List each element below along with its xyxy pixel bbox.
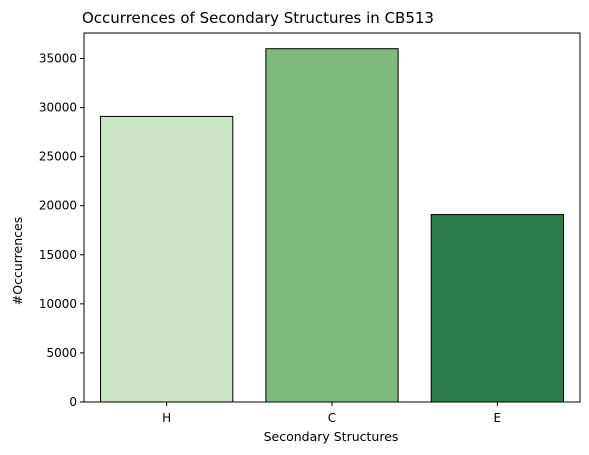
y-tick-label: 5000	[46, 346, 77, 360]
y-axis-label: #Occurrences	[10, 217, 25, 305]
x-tick-label: E	[494, 411, 502, 425]
y-tick-label: 15000	[39, 248, 77, 262]
bars-group	[100, 48, 564, 403]
x-axis-label: Secondary Structures	[264, 429, 399, 444]
y-axis: 0 5000 10000 15000 20000 25000 30000 35000	[39, 52, 84, 409]
y-tick-label: 25000	[39, 150, 77, 164]
x-tick-label: C	[328, 411, 336, 425]
y-tick-label: 20000	[39, 199, 77, 213]
y-tick-label: 0	[69, 395, 77, 409]
y-tick-label: 10000	[39, 297, 77, 311]
bar-h	[100, 115, 234, 403]
y-tick-label: 30000	[39, 101, 77, 115]
bar-c	[265, 48, 399, 403]
bar-e	[430, 214, 564, 403]
chart-title: Occurrences of Secondary Structures in C…	[82, 9, 434, 27]
y-tick-label: 35000	[39, 52, 77, 66]
x-tick-label: H	[162, 411, 171, 425]
